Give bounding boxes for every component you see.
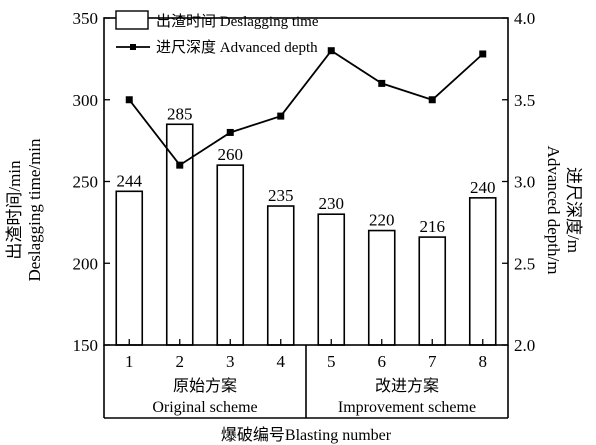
group-label-cn: 原始方案 — [173, 377, 237, 395]
data-label-8: 240 — [470, 178, 496, 197]
legend: 出渣时间 Deslagging time 进尺深度 Advanced depth — [115, 10, 319, 56]
legend-bar-label: 出渣时间 Deslagging time — [156, 13, 319, 30]
y-left-tick-label: 350 — [73, 9, 99, 28]
group-label-en: Improvement scheme — [338, 399, 476, 416]
x-tick-label-4: 4 — [277, 352, 286, 371]
depth-marker-1 — [125, 96, 133, 104]
data-label-2: 285 — [167, 104, 193, 123]
legend-line-label: 进尺深度 Advanced depth — [156, 39, 318, 56]
legend-bar-swatch — [115, 10, 149, 30]
bar-3 — [216, 164, 245, 346]
y-axis-left-title: 出渣时间/min Deslagging time/min — [5, 138, 44, 282]
y-left-tick-label: 250 — [73, 173, 99, 192]
data-label-1: 244 — [117, 171, 143, 190]
x-axis-title: 爆破编号Blasting number — [221, 425, 392, 444]
legend-line-marker — [130, 44, 136, 50]
plot-frame — [103, 17, 509, 346]
depth-marker-2 — [176, 161, 184, 169]
data-label-3: 260 — [218, 145, 244, 164]
depth-marker-3 — [226, 128, 234, 136]
y-right-tick-label: 3.0 — [514, 173, 535, 192]
depth-marker-8 — [479, 50, 487, 58]
x-tick-label-1: 1 — [125, 352, 134, 371]
x-tick-label-5: 5 — [327, 352, 336, 371]
bar-6 — [367, 229, 396, 346]
bar-2 — [165, 123, 194, 346]
depth-marker-7 — [428, 96, 436, 104]
y-right-tick-label: 4.0 — [514, 9, 535, 28]
depth-marker-4 — [277, 112, 285, 120]
group-label-cn: 改进方案 — [375, 377, 439, 395]
depth-marker-6 — [378, 79, 386, 87]
y-right-tick-label: 3.5 — [514, 91, 535, 110]
y-left-tick-label: 200 — [73, 254, 99, 273]
data-label-6: 220 — [369, 211, 395, 230]
bar-5 — [317, 213, 346, 346]
data-label-4: 235 — [268, 186, 294, 205]
bar-7 — [418, 236, 447, 346]
x-tick-label-2: 2 — [176, 352, 185, 371]
x-tick-label-7: 7 — [428, 352, 437, 371]
x-tick-label-6: 6 — [378, 352, 387, 371]
y-right-tick-label: 2.5 — [514, 254, 535, 273]
x-tick-label-8: 8 — [479, 352, 488, 371]
y-axis-left-title-line-2: Deslagging time/min — [25, 138, 44, 282]
y-left-tick-label: 300 — [73, 91, 99, 110]
y-axis-left-title-line-1: 出渣时间/min — [5, 160, 24, 260]
depth-marker-5 — [327, 47, 335, 55]
group-label-en: Original scheme — [152, 399, 257, 416]
y-axis-right-title-line-1: 进尺深度/m — [564, 167, 583, 253]
y-axis-right-title-line-2: Advanced depth/m — [544, 146, 563, 275]
depth-line — [128, 49, 484, 167]
bar-8 — [468, 197, 497, 346]
y-left-tick-label: 150 — [73, 336, 99, 355]
bar-1 — [115, 190, 144, 346]
y-axis-right-title: 进尺深度/m Advanced depth/m — [544, 146, 583, 275]
x-tick-label-3: 3 — [226, 352, 235, 371]
data-label-5: 230 — [319, 194, 345, 213]
y-right-tick-label: 2.0 — [514, 336, 535, 355]
data-label-7: 216 — [420, 217, 446, 236]
bar-4 — [266, 205, 295, 346]
